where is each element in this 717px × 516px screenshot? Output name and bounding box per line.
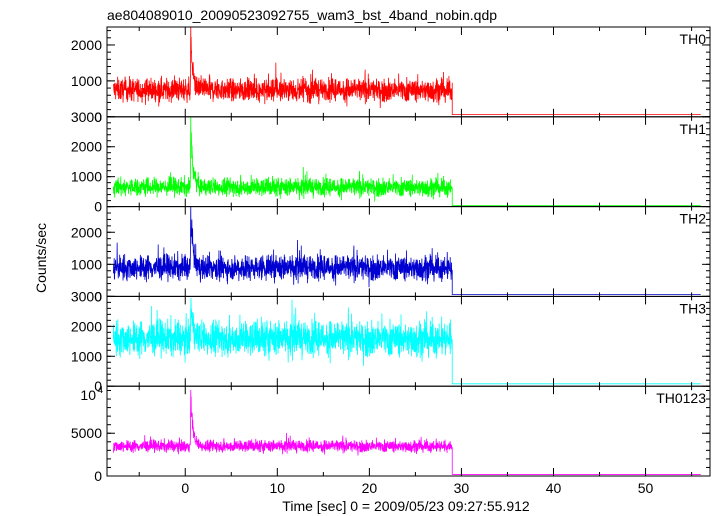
panel-frame <box>106 206 711 297</box>
x-ticks <box>138 27 693 117</box>
y-tick-label: 2000 <box>71 37 102 53</box>
panel-label-th3: TH3 <box>680 300 707 316</box>
series-th1-line <box>113 116 701 207</box>
y-tick-label: 1000 <box>71 348 102 364</box>
panel-th2: 0 1000 2000 TH2 <box>71 206 711 304</box>
y-tick-label: 5000 <box>71 425 102 441</box>
y-tick-label: 0 <box>94 199 102 215</box>
y-tick-label-top: 10 <box>80 387 96 403</box>
y-tick-label: 2000 <box>71 318 102 334</box>
y-tick-label: 1000 <box>71 256 102 272</box>
x-tick-labels: 0 10 20 30 40 50 <box>181 480 653 496</box>
x-tick-label: 10 <box>270 480 286 496</box>
x-ticks <box>138 386 693 476</box>
y-tick-label: 0 <box>94 378 102 394</box>
y-ticks <box>107 389 710 477</box>
series-th3-line <box>113 297 701 385</box>
series-th0-line <box>113 27 701 116</box>
y-tick-label: 0 <box>94 109 102 125</box>
x-axis-label: Time [sec] 0 = 2009/05/23 09:27:55.912 <box>282 498 530 514</box>
y-tick-label: 2000 <box>71 139 102 155</box>
chart-title: ae804089010_20090523092755_wam3_bst_4ban… <box>107 7 497 23</box>
series-th0123-line <box>113 389 701 475</box>
y-ticks <box>107 116 710 208</box>
y-tick-label: 0 <box>94 288 102 304</box>
y-tick-label: 1000 <box>71 73 102 89</box>
y-tick-label: 3000 <box>71 288 102 304</box>
panel-th0: 0 1000 2000 TH0 <box>71 26 711 125</box>
panel-label-th2: TH2 <box>680 211 707 227</box>
y-tick-label: 1000 <box>71 169 102 185</box>
panel-th0123: 0 5000 10 4 TH0123 <box>71 385 711 484</box>
x-tick-label: 20 <box>362 480 378 496</box>
y-ticks <box>107 30 710 118</box>
x-tick-label: 50 <box>638 480 654 496</box>
x-ticks <box>138 296 693 387</box>
panel-th1: 0 1000 2000 3000 TH1 <box>71 109 711 215</box>
x-tick-label: 0 <box>181 480 189 496</box>
y-ticks <box>107 206 710 297</box>
x-tick-label: 40 <box>546 480 562 496</box>
series-th2-line <box>113 206 701 295</box>
x-tick-label: 30 <box>454 480 470 496</box>
y-tick-label: 3000 <box>71 109 102 125</box>
y-tick-label: 0 <box>94 468 102 484</box>
panel-label-th0123: TH0123 <box>656 390 706 406</box>
x-ticks <box>138 116 693 207</box>
y-tick-exponent: 4 <box>97 385 103 396</box>
panel-frame <box>106 385 711 477</box>
panel-th3: 0 1000 2000 3000 TH3 <box>71 288 711 394</box>
x-ticks <box>138 206 693 297</box>
panel-frame <box>106 26 711 118</box>
panel-label-th0: TH0 <box>680 31 707 47</box>
panel-label-th1: TH1 <box>680 121 707 137</box>
y-tick-label: 2000 <box>71 224 102 240</box>
panel-frame <box>106 116 711 208</box>
y-axis-label: Counts/sec <box>33 223 49 293</box>
